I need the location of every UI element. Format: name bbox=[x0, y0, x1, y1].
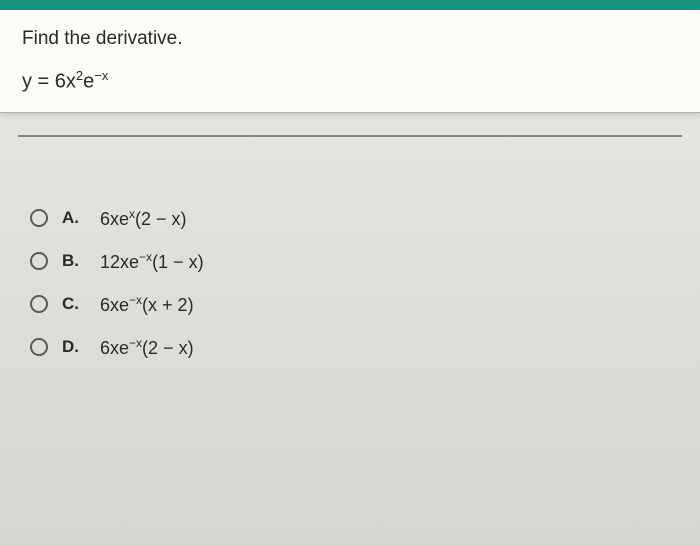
top-accent-bar bbox=[0, 0, 700, 10]
option-label: D. bbox=[62, 337, 86, 357]
question-card: Find the derivative. y = 6x2e−x bbox=[0, 10, 700, 113]
option-content: 6xex(2 − x) bbox=[100, 207, 187, 230]
option-b-row[interactable]: B. 12xe−x(1 − x) bbox=[30, 240, 670, 283]
divider bbox=[18, 135, 682, 137]
option-label: B. bbox=[62, 251, 86, 271]
radio-button[interactable] bbox=[30, 338, 48, 356]
option-d-row[interactable]: D. 6xe−x(2 − x) bbox=[30, 326, 670, 369]
radio-button[interactable] bbox=[30, 252, 48, 270]
option-label: A. bbox=[62, 208, 86, 228]
radio-button[interactable] bbox=[30, 295, 48, 313]
question-prompt: Find the derivative. bbox=[22, 28, 678, 50]
option-content: 12xe−x(1 − x) bbox=[100, 250, 204, 273]
question-equation: y = 6x2e−x bbox=[22, 68, 678, 94]
option-content: 6xe−x(x + 2) bbox=[100, 293, 194, 316]
options-list: A. 6xex(2 − x) B. 12xe−x(1 − x) C. 6xe−x… bbox=[0, 177, 700, 389]
option-label: C. bbox=[62, 294, 86, 314]
option-content: 6xe−x(2 − x) bbox=[100, 336, 194, 359]
option-c-row[interactable]: C. 6xe−x(x + 2) bbox=[30, 283, 670, 326]
option-a-row[interactable]: A. 6xex(2 − x) bbox=[30, 197, 670, 240]
radio-button[interactable] bbox=[30, 209, 48, 227]
